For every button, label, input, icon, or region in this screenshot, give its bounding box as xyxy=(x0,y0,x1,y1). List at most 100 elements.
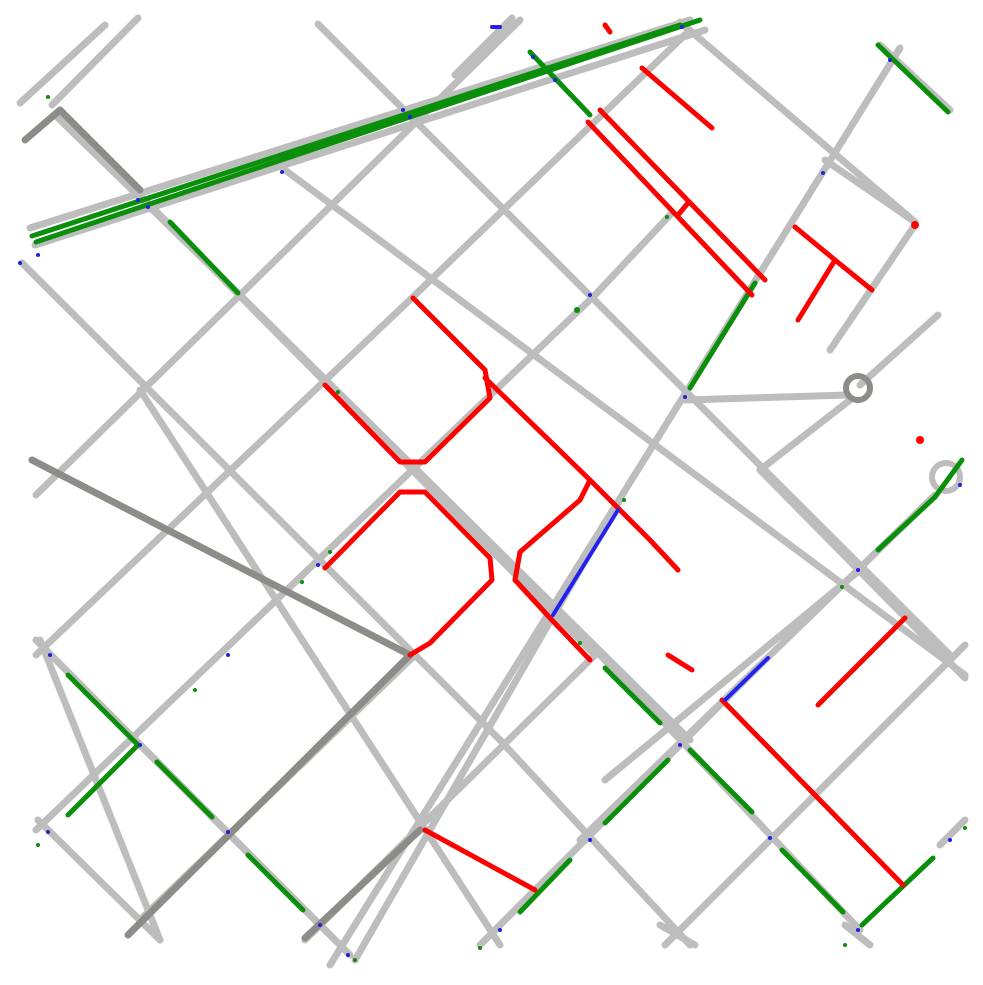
node-dot xyxy=(318,923,322,927)
road-segment xyxy=(656,921,699,949)
trunk-segment xyxy=(28,456,414,659)
blue-overlay-layer xyxy=(490,25,770,702)
node-dot xyxy=(821,171,825,175)
green-speck xyxy=(622,498,626,502)
road-segment xyxy=(36,636,164,944)
node-dot xyxy=(408,115,412,119)
node-dot xyxy=(888,58,892,62)
green-segment xyxy=(859,855,936,928)
red-overlay-layer xyxy=(322,22,924,893)
node-dot xyxy=(680,25,684,29)
node-dot xyxy=(18,261,22,265)
node-layer xyxy=(18,25,962,957)
green-segment xyxy=(779,847,846,915)
node-dot xyxy=(948,838,952,842)
road-segment xyxy=(591,211,674,299)
green-segment xyxy=(517,857,573,915)
node-dot xyxy=(683,395,687,399)
road-segment xyxy=(16,21,109,107)
green-segment xyxy=(245,852,306,913)
green-segment xyxy=(167,219,241,296)
green-segment xyxy=(875,42,951,115)
red-segment xyxy=(585,119,755,298)
road-segment xyxy=(281,166,969,679)
red-segment xyxy=(482,375,681,573)
green-segment xyxy=(65,672,141,748)
node-dot xyxy=(316,563,320,567)
green-speck xyxy=(300,580,304,584)
green-segment xyxy=(687,280,758,391)
road-segment xyxy=(314,20,954,659)
node-dot xyxy=(138,743,142,747)
green-overlay-layer xyxy=(29,17,965,928)
node-dot xyxy=(280,170,284,174)
roundabout-layer xyxy=(843,373,963,494)
node-dot xyxy=(346,953,350,957)
roundabout xyxy=(843,373,873,403)
road-segment xyxy=(32,291,599,834)
road-segment xyxy=(821,156,919,226)
red-segment xyxy=(422,827,538,893)
red-segment xyxy=(322,489,495,658)
green-segment xyxy=(875,494,938,553)
node-dot xyxy=(531,55,535,59)
node-dot xyxy=(498,928,502,932)
road-segment xyxy=(601,566,864,784)
trunk-road-layer xyxy=(21,106,424,942)
red-segment xyxy=(719,697,906,888)
red-segment xyxy=(815,615,908,708)
green-segment xyxy=(33,17,703,245)
red-segment xyxy=(597,107,768,283)
red-segment xyxy=(795,257,838,323)
node-dot xyxy=(226,653,230,657)
green-speck xyxy=(578,641,582,645)
red-marker xyxy=(916,436,924,444)
green-speck xyxy=(193,688,197,692)
road-segment xyxy=(841,921,874,949)
road-segment xyxy=(856,311,942,389)
road-segment xyxy=(48,14,142,109)
red-segment xyxy=(602,22,613,35)
trunk-segment xyxy=(301,826,424,942)
green-speck xyxy=(574,307,580,313)
green-speck xyxy=(478,946,482,950)
node-dot xyxy=(48,653,52,657)
green-segment xyxy=(527,49,593,118)
red-segment xyxy=(639,65,715,131)
green-segment xyxy=(602,665,663,726)
node-dot xyxy=(768,836,772,840)
blue-segment xyxy=(723,656,770,702)
node-dot xyxy=(146,205,150,209)
road-segment xyxy=(936,816,969,849)
node-dot xyxy=(553,78,557,82)
green-speck-layer xyxy=(36,95,967,962)
green-segment xyxy=(602,757,671,826)
node-dot xyxy=(136,198,140,202)
road-segment xyxy=(32,291,244,499)
road-segment xyxy=(18,259,504,744)
node-dot xyxy=(588,293,592,297)
base-road-layer xyxy=(16,14,969,969)
node-dot xyxy=(678,743,682,747)
trunk-segment xyxy=(21,106,64,144)
green-segment xyxy=(932,457,965,500)
green-speck xyxy=(328,550,332,554)
road-segment xyxy=(756,396,854,474)
trunk-segment xyxy=(56,106,144,194)
trunk-segment xyxy=(124,651,414,939)
green-speck xyxy=(46,95,50,99)
road-segment xyxy=(136,386,504,949)
green-segment xyxy=(154,759,215,820)
green-speck xyxy=(336,390,340,394)
node-dot xyxy=(46,830,50,834)
green-segment xyxy=(65,742,141,818)
green-speck xyxy=(36,843,40,847)
green-speck xyxy=(963,826,967,830)
node-dot xyxy=(401,108,405,112)
road-segment xyxy=(236,16,524,299)
red-marker xyxy=(911,221,919,229)
red-segment xyxy=(512,477,593,663)
blue-segment xyxy=(551,508,620,617)
node-dot xyxy=(856,568,860,572)
